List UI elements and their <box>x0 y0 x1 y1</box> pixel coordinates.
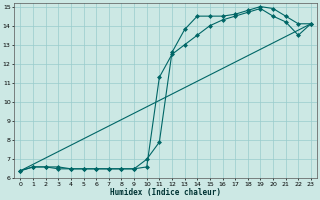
X-axis label: Humidex (Indice chaleur): Humidex (Indice chaleur) <box>110 188 221 197</box>
